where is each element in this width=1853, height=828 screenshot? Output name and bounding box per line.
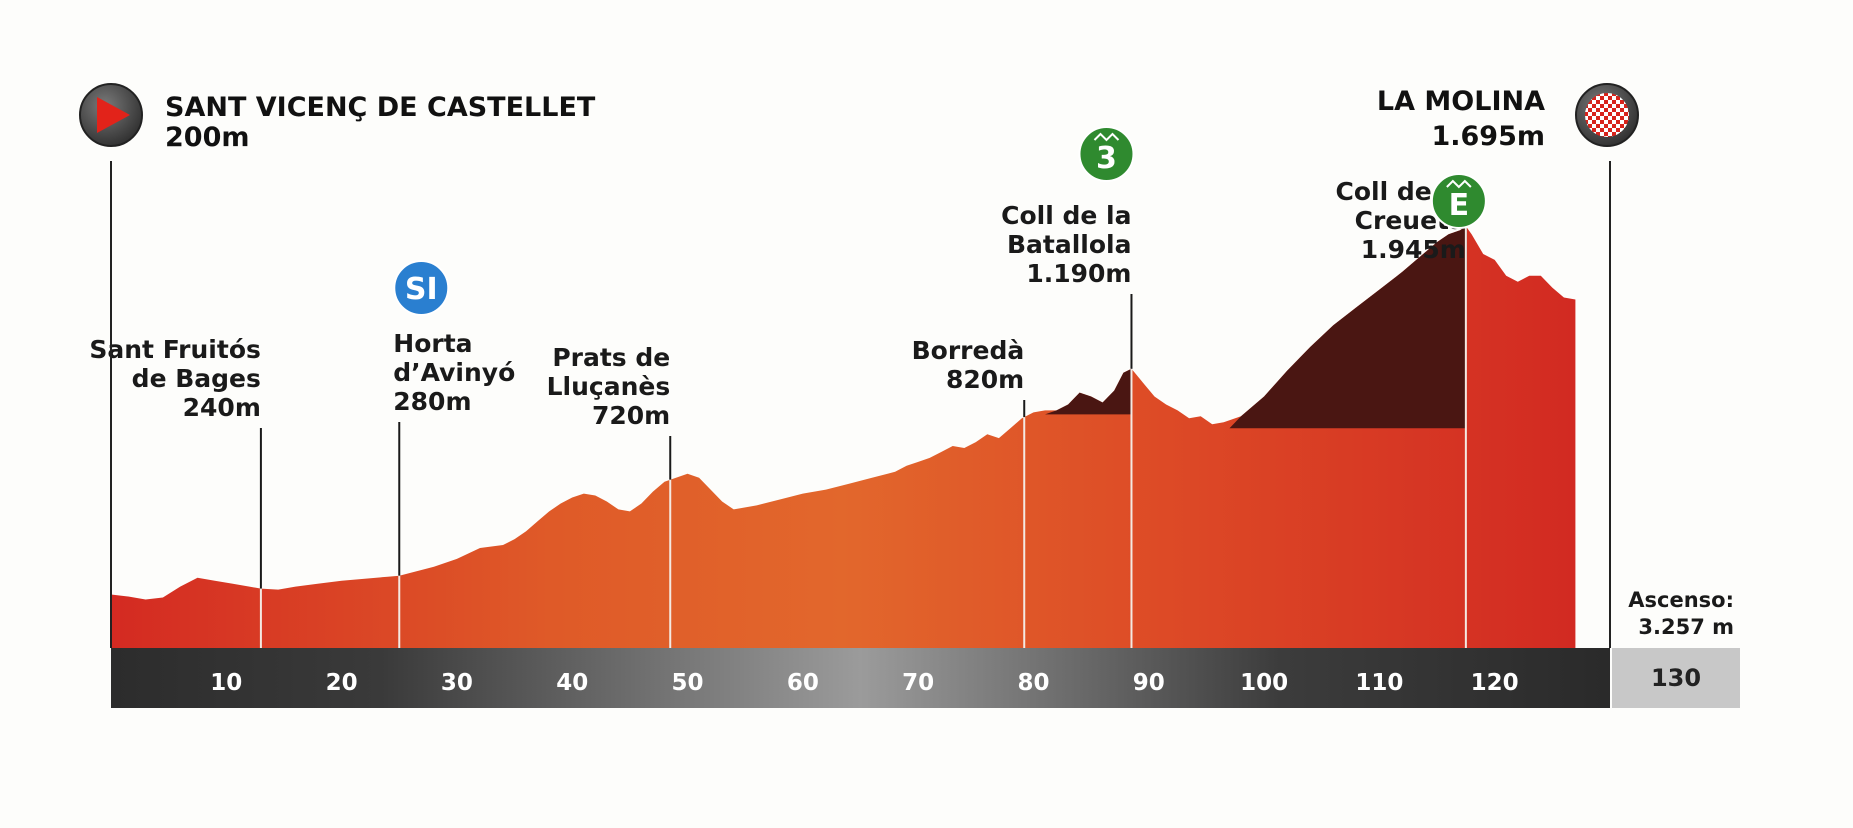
start-altitude: 200m xyxy=(165,122,250,153)
axis-band xyxy=(111,648,1610,708)
x-tick-label: 20 xyxy=(326,670,358,696)
waypoint-label-line: Coll de la xyxy=(1001,201,1131,230)
waypoint-label-line: Prats de xyxy=(552,343,670,372)
distance-axis: 10 20 30 40 50 60 70 80 90 100 110 120 130 xyxy=(111,648,1740,708)
x-tick-label: 90 xyxy=(1133,670,1165,696)
total-distance-label: 130 xyxy=(1651,664,1701,692)
start-name: SANT VICENÇ DE CASTELLET xyxy=(165,92,596,123)
waypoint-label-line: 720m xyxy=(592,401,670,430)
climb-highlight-1 xyxy=(1045,368,1132,415)
profile-area xyxy=(111,226,1576,649)
mountain-peaks-icon xyxy=(1446,179,1472,189)
total-distance-box xyxy=(1612,648,1740,708)
waypoint-label-line: Horta xyxy=(393,329,472,358)
mountain-peaks-icon xyxy=(1093,132,1120,142)
checkered-flag-icon xyxy=(1585,93,1629,137)
x-tick-label: 100 xyxy=(1240,670,1288,696)
waypoint-label-line: 280m xyxy=(393,387,471,416)
climb-highlight-2 xyxy=(1229,226,1466,429)
waypoint-lines xyxy=(259,226,1467,648)
mountain-badge-icon xyxy=(1078,126,1135,182)
finish-altitude: 1.695m xyxy=(1431,121,1545,152)
waypoint-label-line: de Bages xyxy=(132,364,261,393)
x-tick-label: 120 xyxy=(1471,670,1519,696)
x-tick-label: 60 xyxy=(787,670,819,696)
x-tick-label: 110 xyxy=(1355,670,1403,696)
x-tick-label: 70 xyxy=(902,670,934,696)
waypoint-label-line: 820m xyxy=(946,365,1024,394)
x-tick-label: 50 xyxy=(672,670,704,696)
sprint-badge-icon xyxy=(393,260,450,316)
mountain-badge-icon xyxy=(1430,173,1487,229)
x-tick-label: 80 xyxy=(1017,670,1049,696)
play-triangle-icon xyxy=(97,97,130,133)
waypoint-label-line: 1.945m xyxy=(1361,235,1466,264)
ascent-note: Ascenso: 3.257 m xyxy=(1628,588,1734,639)
ascent-label: Ascenso: xyxy=(1628,588,1734,612)
x-tick-label: 30 xyxy=(441,670,473,696)
highlighted-climbs xyxy=(1045,226,1466,429)
x-tick-label: 40 xyxy=(556,670,588,696)
waypoint-label-line: Lluçanès xyxy=(547,372,671,401)
x-tick-label: 10 xyxy=(210,670,242,696)
waypoint-label-line: Sant Fruitós xyxy=(89,335,261,364)
waypoint-label-line: Batallola xyxy=(1007,230,1132,259)
badge-label: 3 xyxy=(1096,141,1117,176)
badge-label: SI xyxy=(405,272,438,307)
waypoint-label-line: Borredà xyxy=(912,336,1025,365)
elevation-profile xyxy=(111,226,1576,649)
finish-name: LA MOLINA xyxy=(1377,86,1545,117)
badge-label: E xyxy=(1449,188,1470,223)
waypoint-label-line: 1.190m xyxy=(1026,259,1131,288)
start-marker: SANT VICENÇ DE CASTELLET 200m xyxy=(79,83,596,648)
ascent-value: 3.257 m xyxy=(1638,615,1734,639)
waypoint-label-line: 240m xyxy=(183,393,261,422)
waypoint-label-line: d’Avinyó xyxy=(393,358,515,387)
finish-marker: LA MOLINA 1.695m xyxy=(1377,83,1639,648)
